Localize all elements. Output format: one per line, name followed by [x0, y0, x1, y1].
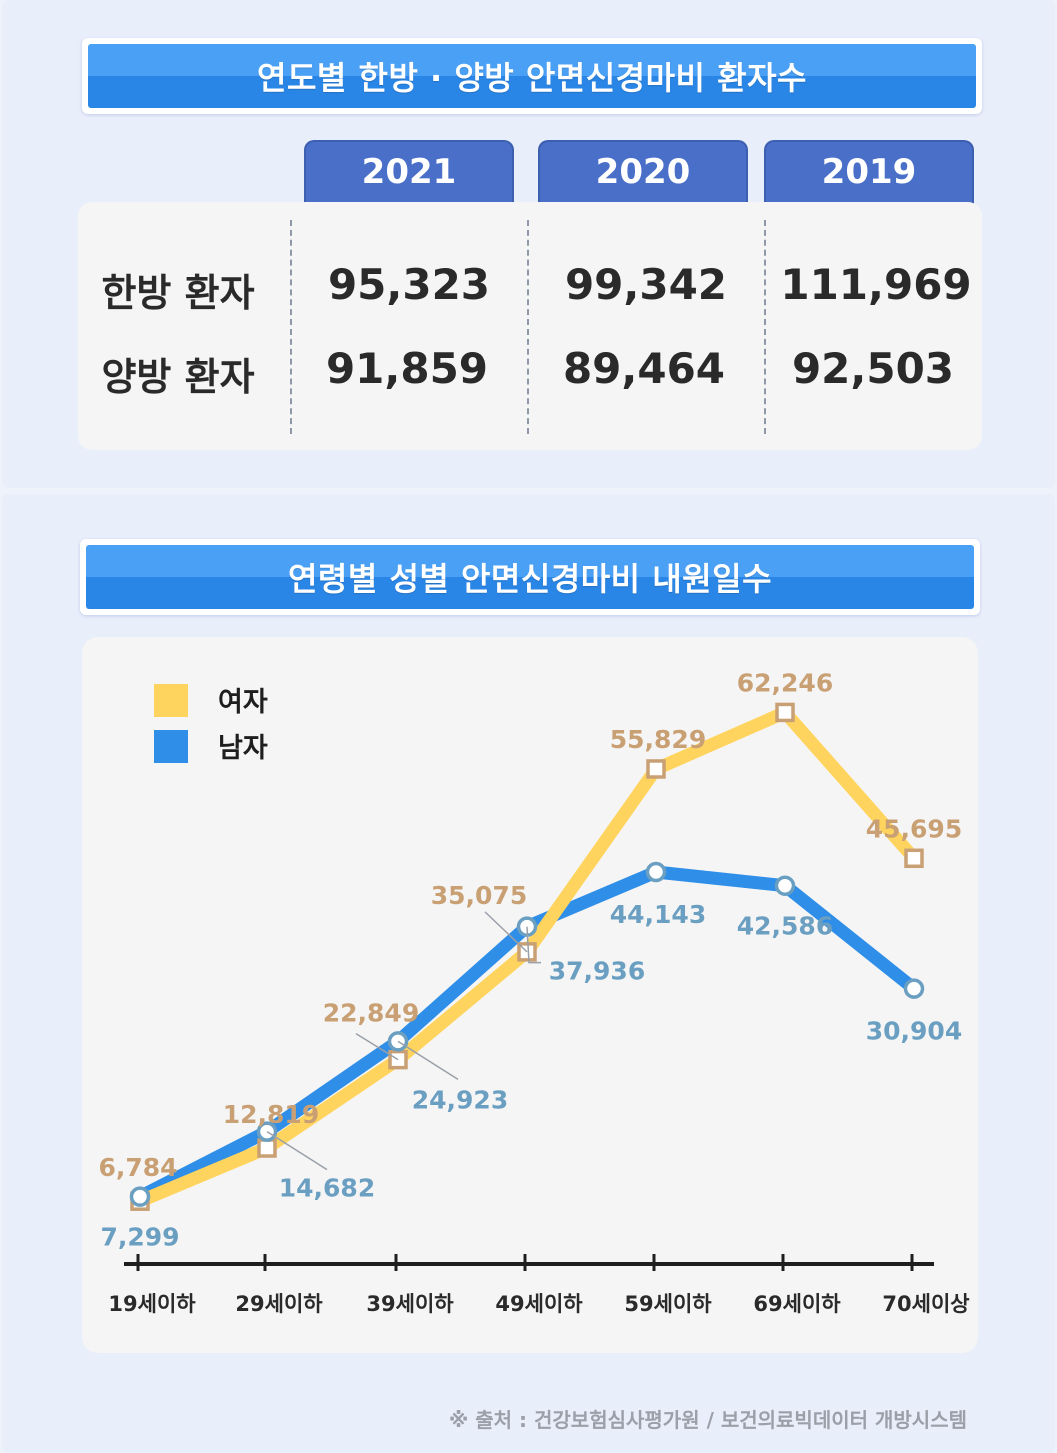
data-label-female: 45,695: [866, 814, 962, 843]
year-tab-2020: 2020: [538, 140, 748, 206]
table-title-banner: 연도별 한방 · 양방 안면신경마비 환자수: [82, 38, 982, 114]
patients-table: 한방 환자 양방 환자 95,323 99,342 111,969 91,859…: [78, 202, 982, 450]
data-label-female: 62,246: [737, 668, 833, 697]
cell-oriental-2019: 111,969: [780, 260, 972, 309]
label-leader-line: [266, 1130, 328, 1171]
cell-oriental-2020: 99,342: [564, 260, 728, 309]
data-label-male: 42,586: [737, 912, 833, 941]
x-tick-label: 59세이하: [624, 1292, 712, 1316]
label-leader-line: [397, 1040, 459, 1080]
legend-label-male: 남자: [218, 733, 268, 764]
male-point: [645, 861, 667, 883]
cell-western-2019: 92,503: [791, 344, 955, 393]
data-label-female: 22,849: [323, 999, 419, 1028]
year-tab-2019: 2019: [764, 140, 974, 206]
data-label-female: 6,784: [98, 1153, 177, 1182]
data-label-male: 7,299: [100, 1223, 179, 1252]
data-label-female: 35,075: [431, 881, 527, 910]
x-tick-label: 69세이하: [753, 1292, 841, 1316]
female-point: [257, 1138, 277, 1158]
x-tick-label: 29세이하: [235, 1292, 323, 1316]
column-divider: [764, 220, 766, 434]
legend-swatch-female: [154, 684, 188, 717]
cell-western-2021: 91,859: [325, 344, 489, 393]
data-label-male: 24,923: [412, 1085, 508, 1114]
row-label-western: 양방 환자: [101, 355, 255, 399]
table-title: 연도별 한방 · 양방 안면신경마비 환자수: [88, 44, 976, 108]
female-point: [904, 848, 924, 869]
label-leader-line: [355, 1032, 399, 1061]
data-label-male: 30,904: [866, 1017, 962, 1046]
cell-oriental-2021: 95,323: [327, 260, 491, 309]
female-point: [775, 702, 795, 723]
x-tick-label: 39세이하: [366, 1292, 454, 1316]
x-tick-label: 70세이상: [882, 1292, 969, 1316]
cell-western-2020: 89,464: [562, 344, 726, 393]
yearly-patients-panel: 연도별 한방 · 양방 안면신경마비 환자수 2021 2020 2019 한방…: [2, 0, 1055, 488]
data-label-female: 55,829: [610, 725, 706, 754]
chart-title-banner: 연령별 성별 안면신경마비 내원일수: [80, 539, 980, 615]
x-tick-label: 49세이하: [495, 1292, 583, 1316]
row-label-oriental: 한방 환자: [101, 271, 255, 315]
data-label-male: 14,682: [279, 1174, 375, 1203]
legend-swatch-male: [154, 730, 188, 763]
data-label-female: 12,819: [223, 1100, 319, 1129]
column-divider: [290, 220, 292, 434]
source-note: ※ 출처 : 건강보험심사평가원 / 보건의료빅데이터 개방시스템: [448, 1408, 967, 1432]
x-tick-label: 19세이하: [108, 1292, 196, 1316]
data-label-male: 44,143: [610, 900, 706, 929]
data-label-male: 37,936: [549, 957, 645, 986]
male-point: [774, 875, 796, 896]
female-point: [646, 759, 666, 779]
label-leader-line: [526, 926, 541, 964]
label-leader-line: [484, 911, 528, 953]
male-point: [129, 1186, 151, 1207]
male-point: [903, 978, 925, 999]
chart-title: 연령별 성별 안면신경마비 내원일수: [86, 545, 974, 609]
female-point: [388, 1049, 408, 1070]
legend-label-female: 여자: [218, 687, 268, 718]
year-tab-2021: 2021: [304, 140, 514, 206]
column-divider: [527, 220, 529, 434]
